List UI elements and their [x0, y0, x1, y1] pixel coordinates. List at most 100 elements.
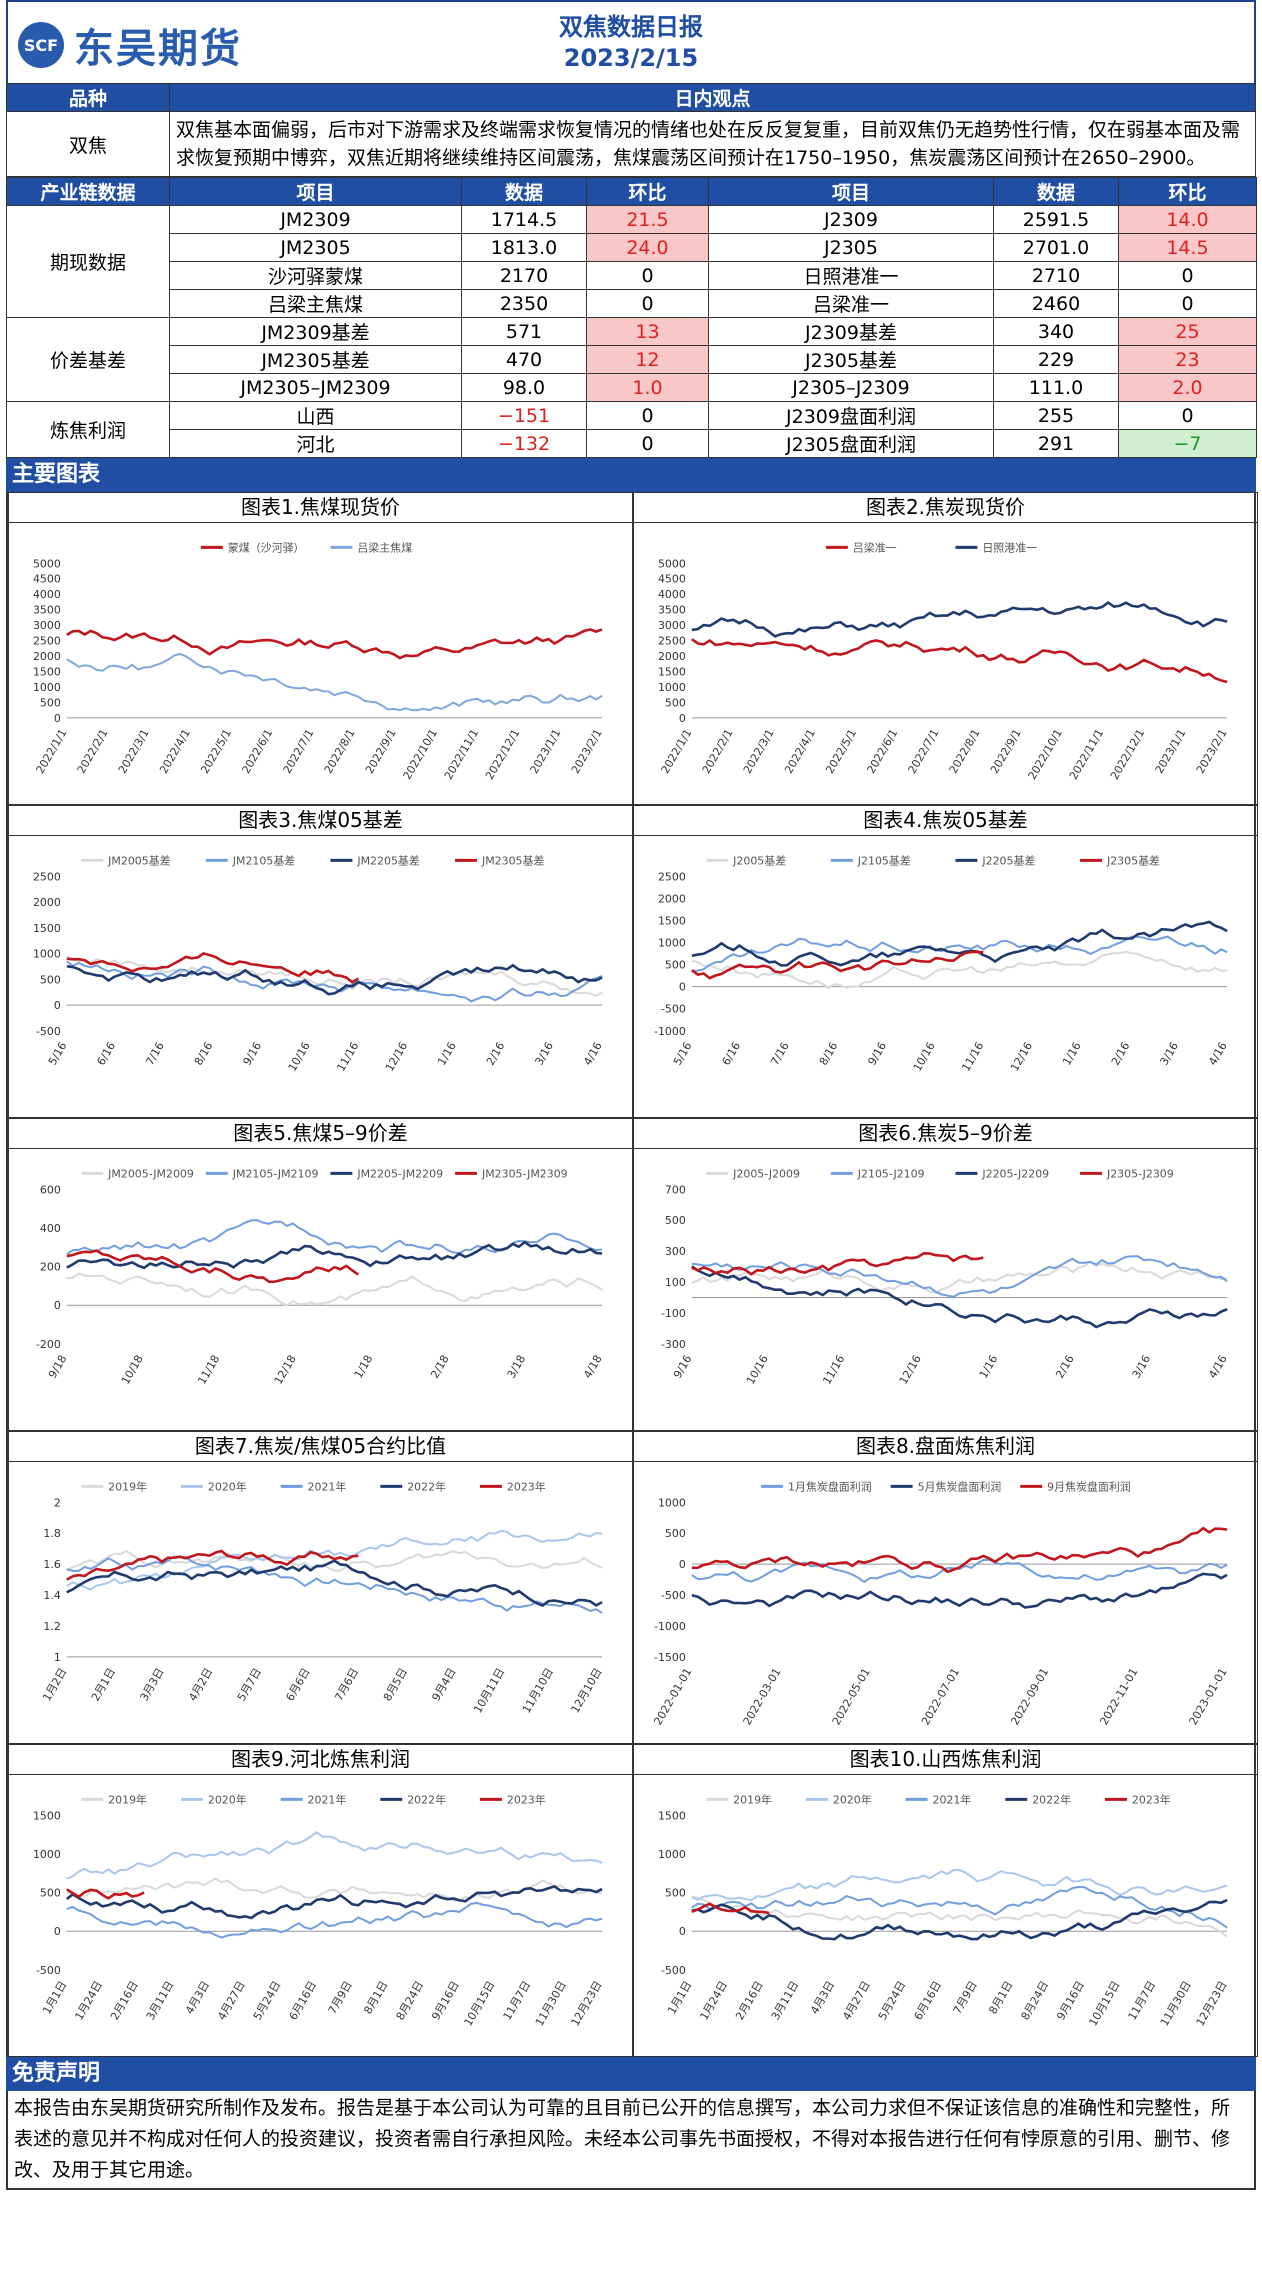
change-left: 0 — [586, 401, 709, 430]
chart-svg: 蒙煤（沙河驿） 吕梁主焦煤5000450040003500300025002000… — [33, 540, 605, 782]
x-tick-label: 9/18 — [46, 1353, 70, 1381]
series-line — [66, 1884, 603, 1920]
x-tick-label: 1月1日 — [665, 1979, 694, 2017]
table-row: 炼焦利润 山西 −151 0 J2309盘面利润 255 0 — [6, 401, 1257, 458]
series-line — [66, 963, 603, 996]
series-line — [691, 1885, 1228, 1929]
series-line — [66, 652, 603, 712]
x-tick-label: 1月24日 — [72, 1979, 105, 2023]
x-tick-label: 11/16 — [820, 1353, 847, 1387]
change-left: 21.5 — [586, 205, 709, 234]
legend-label: 2020年 — [208, 1792, 247, 1806]
x-tick-label: 5月24日 — [251, 1979, 284, 2023]
view-product: 双焦 — [6, 111, 170, 177]
x-tick-label: 9/16 — [240, 1040, 264, 1068]
legend-item: 1月焦炭盘面利润 — [761, 1479, 872, 1493]
chart-svg: JM2005-JM2009 JM2105-JM2109 JM2205-JM2209 J… — [36, 1167, 605, 1386]
x-tick-label: 8月5日 — [381, 1666, 410, 1704]
x-tick-label: 2022/7/1 — [906, 727, 942, 776]
legend-item: JM2205基差 — [330, 853, 420, 867]
legend-label: 蒙煤（沙河驿） — [228, 541, 305, 554]
x-tick-label: 5/16 — [671, 1040, 695, 1068]
y-tick-label: 4000 — [658, 588, 686, 601]
group-name: 期现数据 — [6, 205, 170, 318]
x-tick-label: 2022/11/1 — [1067, 727, 1106, 782]
x-tick-label: 11/16 — [959, 1040, 986, 1074]
y-tick-label: 3000 — [658, 619, 686, 632]
data-left: 2350 — [461, 289, 587, 318]
x-tick-label: 3月11日 — [769, 1979, 802, 2023]
y-tick-label: 1.4 — [43, 1589, 60, 1602]
y-tick-label: -500 — [36, 1964, 61, 1977]
x-tick-label: 1月2日 — [40, 1666, 69, 1704]
y-tick-label: 3500 — [658, 604, 686, 617]
legend-item: JM2305基差 — [455, 853, 544, 867]
logo-text: 东吴期货 — [74, 26, 242, 72]
x-tick-label: 7/16 — [768, 1040, 792, 1068]
y-tick-label: 1 — [54, 1651, 61, 1664]
data-right: 2460 — [993, 289, 1119, 318]
report-page: SCF 东吴期货 双焦数据日报 2023/2/15 品种 日内观点 双焦 双焦基… — [6, 0, 1258, 2190]
item-right: J2309盘面利润 — [708, 401, 994, 430]
x-tick-label: 2/16 — [1109, 1040, 1133, 1068]
y-tick-label: 2000 — [658, 650, 686, 663]
x-tick-label: 3/18 — [505, 1353, 529, 1381]
x-tick-label: 10/16 — [286, 1040, 313, 1074]
x-tick-label: 2022/7/1 — [281, 727, 317, 776]
x-tick-label: 2022/5/1 — [198, 727, 234, 776]
x-tick-label: 8/16 — [192, 1040, 216, 1068]
series-line — [66, 1249, 360, 1284]
item-left: JM2309基差 — [169, 317, 462, 346]
data-right: 2591.5 — [993, 205, 1119, 234]
y-tick-label: 2500 — [33, 635, 61, 648]
y-tick-label: 500 — [665, 959, 686, 972]
header-change: 环比 — [1118, 177, 1257, 206]
x-tick-label: 3/16 — [1157, 1040, 1181, 1068]
disclaimer-title: 免责声明 — [6, 2057, 1256, 2091]
y-tick-label: 500 — [40, 1887, 61, 1900]
y-tick-label: 3500 — [33, 604, 61, 617]
data-left: 1813.0 — [461, 233, 587, 262]
item-left: JM2309 — [169, 205, 462, 234]
table-row: JM2305–JM2309 98.0 1.0 J2305–J2309 111.0 2.0 — [7, 373, 1257, 402]
series-line — [691, 1895, 1228, 1938]
company-logo: SCF 东吴期货 — [18, 16, 242, 74]
chart-panel: 图表4.焦炭05基差 J2005基差 J2105基差 J2205基差 J2305基差 25… — [633, 805, 1258, 1118]
y-tick-label: 2500 — [658, 870, 686, 883]
y-tick-label: 500 — [665, 1887, 686, 1900]
header-data: 数据 — [993, 177, 1119, 206]
change-right: 0 — [1118, 401, 1257, 430]
legend-label: 1月焦炭盘面利润 — [788, 1479, 872, 1493]
chart-title: 图表10.山西炼焦利润 — [634, 1745, 1257, 1775]
legend-item: 2020年 — [180, 1479, 247, 1493]
chart-svg: JM2005基差 JM2105基差 JM2205基差 JM2305基差 2500 2000… — [33, 853, 605, 1074]
report-title: 双焦数据日报 — [559, 13, 703, 41]
series-line — [691, 1526, 1228, 1574]
x-tick-label: 5月24日 — [876, 1979, 909, 2023]
x-tick-label: 2022/6/1 — [239, 727, 275, 776]
change-left: 1.0 — [586, 373, 709, 402]
series-line — [66, 1529, 603, 1591]
chart-panel: 图表7.焦炭/焦煤05合约比值 2019年 2020年 2021年 2022年 2023年… — [8, 1431, 633, 1744]
x-tick-label: 8/16 — [817, 1040, 841, 1068]
series-line — [66, 628, 603, 660]
y-tick-label: 3000 — [33, 619, 61, 632]
data-table-header: 产业链数据 项目 数据 环比 项目 数据 环比 — [6, 177, 1257, 206]
data-right: 111.0 — [993, 373, 1119, 402]
legend-label: JM2105基差 — [232, 853, 296, 867]
y-tick-label: 2500 — [33, 870, 61, 883]
y-tick-label: 2000 — [658, 892, 686, 905]
y-tick-label: 1000 — [658, 1496, 686, 1509]
series-line — [66, 1219, 603, 1256]
legend-label: 2020年 — [833, 1792, 872, 1806]
x-tick-label: 8月1日 — [361, 1979, 390, 2017]
x-tick-label: 9/16 — [865, 1040, 889, 1068]
y-tick-label: 0 — [679, 981, 686, 994]
y-tick-label: 1.6 — [43, 1558, 60, 1571]
x-tick-label: 2022-01-01 — [651, 1666, 694, 1728]
series-line — [691, 1558, 1228, 1584]
series-line — [691, 1902, 770, 1915]
y-tick-label: 0 — [679, 1925, 686, 1938]
x-tick-label: 8月1日 — [986, 1979, 1015, 2017]
change-left: 12 — [586, 345, 709, 374]
